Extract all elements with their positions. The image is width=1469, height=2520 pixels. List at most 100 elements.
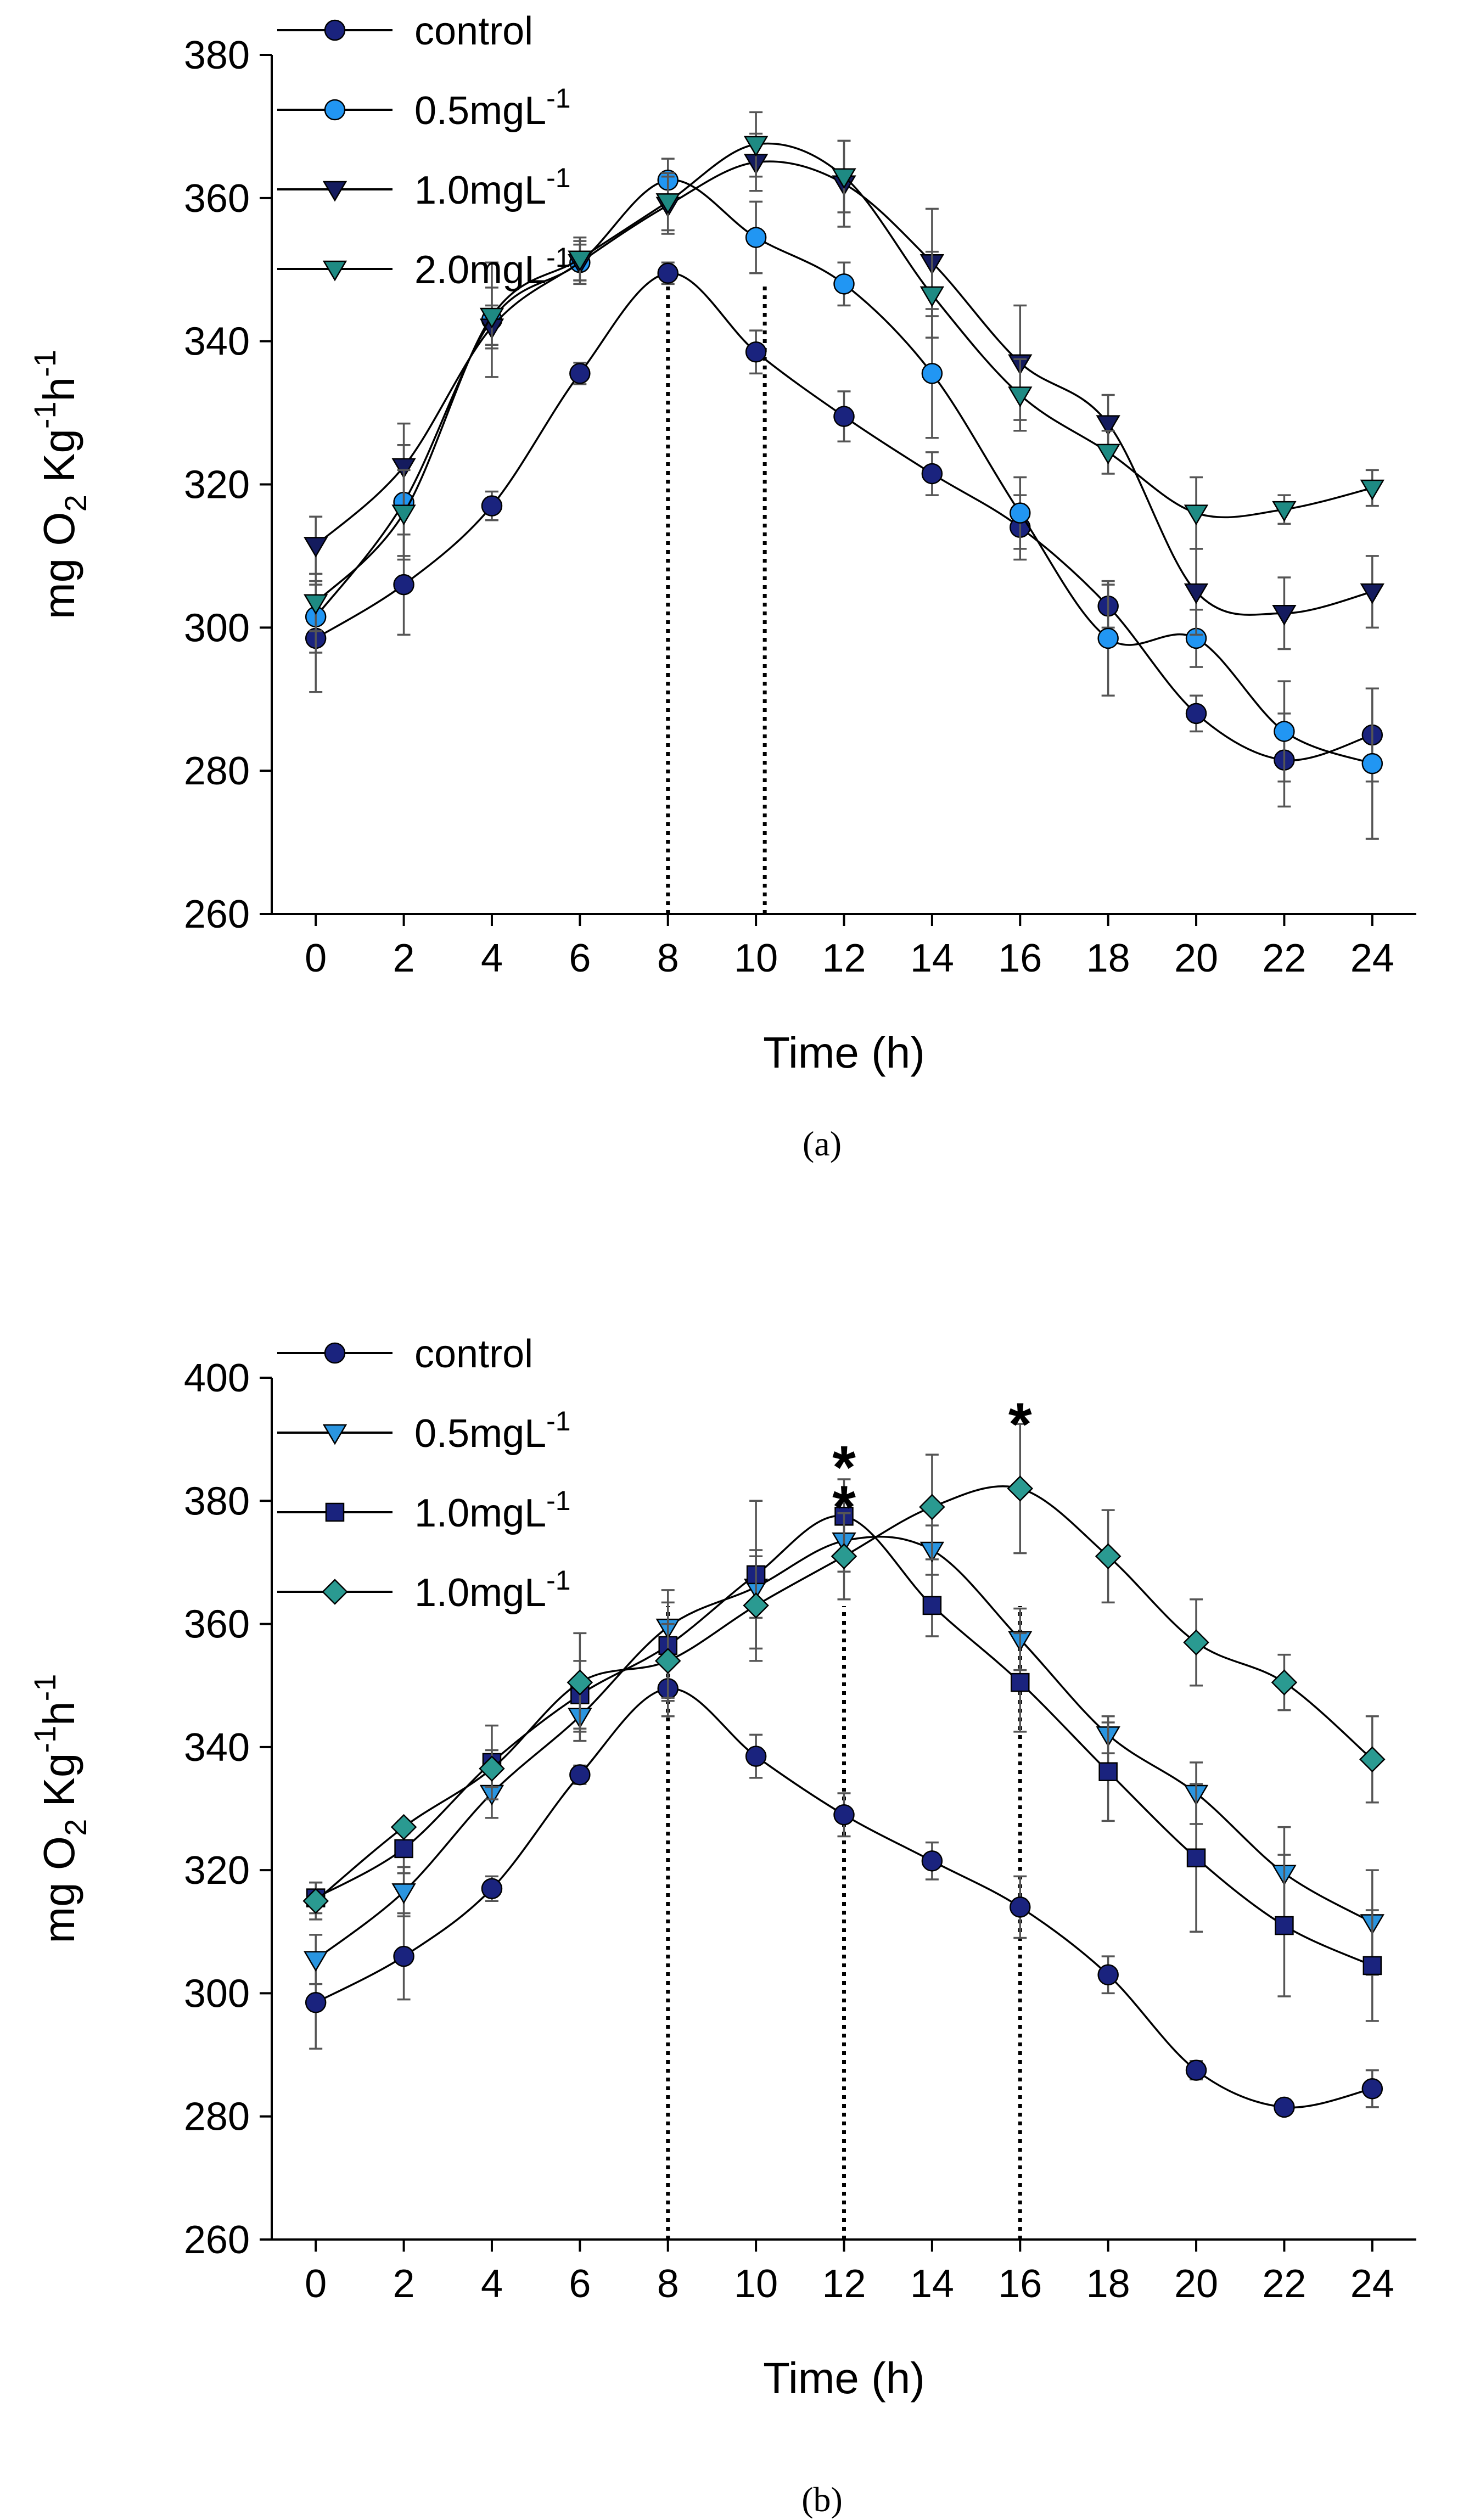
data-point [1361,753,1383,774]
y-tick-label: 360 [184,1603,250,1647]
data-point [567,1669,593,1696]
legend-marker [324,99,346,121]
data-point [1184,504,1209,526]
y-tick-label: 380 [184,1479,250,1523]
y-tick-label: 340 [184,320,250,364]
x-tick-label: 10 [734,936,778,980]
x-tick-label: 6 [569,2262,591,2306]
legend-marker [322,1579,348,1605]
data-point [1011,1672,1030,1692]
data-point [1186,1848,1206,1867]
data-point [655,193,680,214]
data-point [479,307,504,329]
data-point [393,1945,414,1967]
y-tick-label: 360 [184,177,250,221]
y-axis-label: mg O2 Kg-1h-1 [27,1674,93,1944]
data-point [831,1543,857,1569]
data-point [1096,444,1120,465]
data-point [391,1883,416,1904]
legend-label: 0.5mgL-1 [414,1406,571,1456]
data-point [743,136,769,157]
significance-asterisk: * [832,1434,856,1501]
x-tick-label: 22 [1262,2262,1306,2306]
data-point [1008,386,1033,407]
x-tick-label: 18 [1086,936,1130,980]
x-tick-label: 20 [1174,2262,1218,2306]
x-tick-label: 8 [657,2262,679,2306]
data-point [1098,1762,1118,1781]
legend: control 0.5mgL-1 1.0mgL-1 1.0mgL-1 [277,1332,571,1615]
data-point [833,273,855,295]
y-tick-label: 280 [184,749,250,793]
legend-label: 0.5mgL-1 [414,83,571,133]
series-line [315,160,1373,616]
legend-marker [322,1424,347,1445]
x-tick-label: 4 [481,936,503,980]
x-tick-label: 0 [305,936,327,980]
series-3 [302,1423,1386,1921]
data-point [390,1814,417,1840]
data-point [919,286,945,307]
legend-label: 2.0mgL-1 [414,242,571,292]
significance-asterisk: * [832,1474,856,1541]
data-point [1361,2078,1383,2100]
x-tick-label: 4 [481,2262,503,2306]
legend-marker [324,1342,346,1364]
data-point [1097,627,1119,649]
y-tick-label: 400 [184,1356,250,1400]
legend-label: control [414,1332,533,1376]
legend-label: control [414,9,533,53]
data-point [745,341,767,363]
data-point [569,1764,591,1786]
y-tick-label: 260 [184,893,250,936]
series-line [315,142,1373,603]
data-point [1274,2096,1295,2118]
x-tick-label: 2 [393,2262,415,2306]
data-point [1010,502,1031,524]
data-point [1360,479,1384,501]
legend-marker [325,1502,345,1522]
series-0 [305,1660,1383,2118]
data-point [654,1648,681,1674]
legend-marker [322,260,347,282]
legend-marker [324,19,346,41]
x-tick-label: 0 [305,2262,327,2306]
data-point [305,1992,327,2013]
data-point [921,463,943,485]
y-tick-label: 340 [184,1726,250,1770]
data-point [832,168,856,189]
data-point [569,363,591,384]
x-tick-label: 16 [998,2262,1042,2306]
data-point [743,1592,769,1619]
x-tick-label: 14 [910,936,954,980]
data-point [1275,1916,1294,1935]
x-tick-label: 2 [393,936,415,980]
x-tick-label: 16 [998,936,1042,980]
data-point [1363,1956,1382,1975]
data-point [481,495,503,517]
data-point [833,406,855,427]
legend-label: 1.0mgL-1 [414,1565,571,1615]
data-point [394,1839,413,1859]
data-point [921,363,943,384]
legend-label: 1.0mgL-1 [414,162,571,212]
y-tick-label: 280 [184,2095,250,2139]
data-point [921,1850,943,1872]
x-tick-label: 6 [569,936,591,980]
data-point [1184,583,1209,604]
data-point [922,1596,942,1615]
data-point [1097,1964,1119,1986]
data-point [391,504,416,526]
series-3 [304,111,1384,632]
data-point [1010,1896,1031,1918]
data-point [1360,583,1384,604]
x-tick-label: 12 [822,2262,866,2306]
data-point [1272,501,1297,522]
legend-label: 1.0mgL-1 [414,1485,571,1535]
y-axis-label: mg O2 Kg-1h-1 [27,350,93,619]
y-tick-label: 380 [184,33,250,77]
data-point [1272,605,1297,626]
data-point [304,594,328,615]
